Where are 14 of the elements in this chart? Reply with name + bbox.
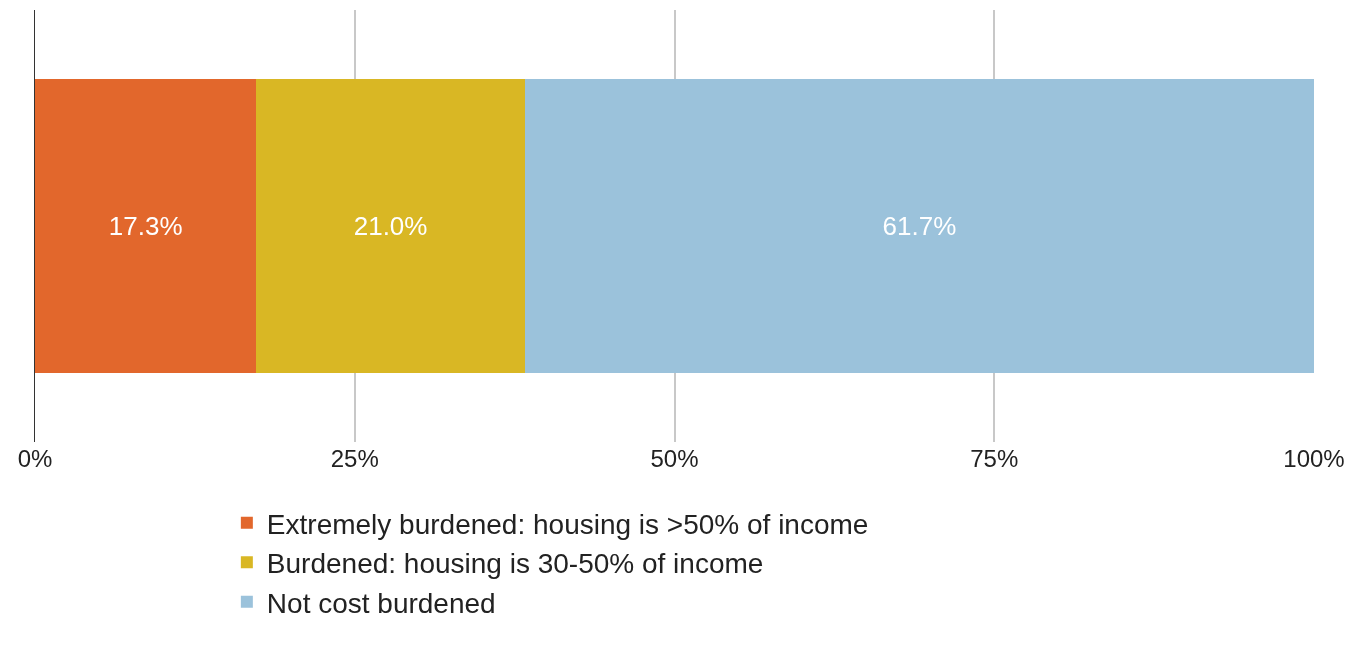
- x-tick-label: 75%: [970, 445, 1019, 472]
- bar: [524, 79, 1314, 373]
- data-label: 61.7%: [882, 211, 957, 241]
- x-tick-label: 50%: [650, 445, 699, 472]
- data-label: 17.3%: [108, 211, 183, 241]
- x-tick-label: 100%: [1283, 445, 1345, 472]
- legend-label: Not cost burdened: [266, 587, 496, 619]
- bar: [35, 79, 257, 373]
- data-label: 21.0%: [353, 211, 428, 241]
- bar: [256, 79, 525, 373]
- x-tick-label: 0%: [17, 445, 53, 472]
- legend-label: Extremely burdened: housing is >50% of income: [266, 508, 869, 540]
- legend-label: Burdened: housing is 30-50% of income: [266, 548, 764, 580]
- x-tick-label: 25%: [330, 445, 379, 472]
